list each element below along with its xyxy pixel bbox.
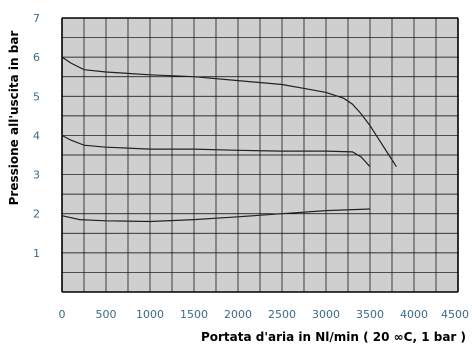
y-tick-label: 1 — [33, 247, 40, 260]
y-tick-label: 2 — [33, 208, 40, 221]
x-tick-label: 3000 — [312, 308, 340, 321]
x-tick-labels: 0 500 1000 1500 2000 2500 3000 3500 4000 4500 — [59, 308, 470, 321]
x-tick-label: 1000 — [136, 308, 164, 321]
y-tick-label: 4 — [33, 129, 40, 142]
x-tick-label: 2000 — [224, 308, 252, 321]
series-group — [61, 56, 397, 223]
series-line-2 — [61, 134, 371, 168]
y-tick-label: 6 — [33, 51, 40, 64]
x-tick-label: 500 — [96, 308, 117, 321]
y-tick-labels: 1 2 3 4 5 6 7 — [33, 12, 40, 260]
y-tick-label: 5 — [33, 90, 40, 103]
x-tick-label: 3500 — [356, 308, 384, 321]
x-axis-label: Portata d'aria in Nl/min ( 20 ∞C, 1 bar … — [201, 330, 466, 344]
grid — [61, 17, 459, 293]
x-tick-label: 0 — [59, 308, 66, 321]
x-tick-label: 4500 — [441, 308, 469, 321]
series-line-1 — [61, 56, 397, 168]
y-tick-label: 3 — [33, 169, 40, 182]
y-axis-label: Pressione all'uscita in bar — [7, 31, 21, 206]
y-tick-label: 7 — [33, 12, 40, 25]
x-tick-label: 4000 — [400, 308, 428, 321]
series-line-3 — [61, 208, 371, 223]
x-tick-label: 1500 — [180, 308, 208, 321]
x-tick-label: 2500 — [268, 308, 296, 321]
